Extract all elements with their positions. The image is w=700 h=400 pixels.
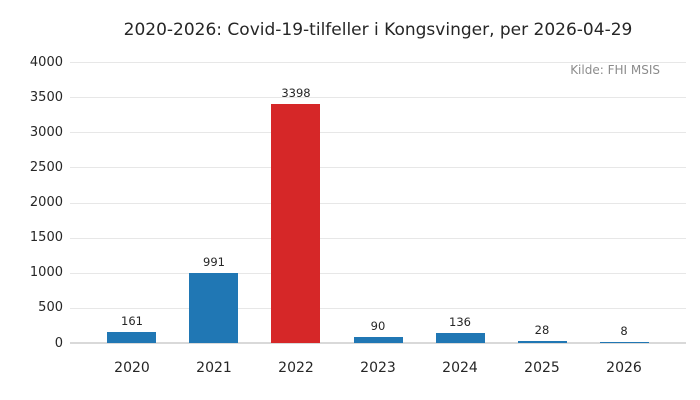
bar-2025 <box>517 341 567 343</box>
x-tick-label: 2022 <box>278 360 314 376</box>
y-tick-label: 2500 <box>29 160 63 175</box>
x-tick-label: 2020 <box>114 360 150 376</box>
bar-value-label: 991 <box>203 255 225 270</box>
gridline <box>70 203 686 204</box>
bar-value-label: 161 <box>121 313 143 328</box>
bar-2022 <box>271 104 321 343</box>
x-tick-label: 2025 <box>524 360 560 376</box>
gridline <box>70 97 686 98</box>
y-tick-label: 3000 <box>29 125 63 140</box>
y-tick-label: 4000 <box>29 55 63 70</box>
bar-2020 <box>107 331 157 343</box>
x-tick-label: 2026 <box>606 360 642 376</box>
bar-value-label: 28 <box>534 323 550 337</box>
y-tick-label: 1500 <box>29 230 63 245</box>
bar-value-label: 136 <box>449 315 471 330</box>
source-label: Kilde: FHI MSIS <box>570 63 660 77</box>
gridline <box>70 273 686 274</box>
gridline <box>70 167 686 168</box>
bar-value-label: 8 <box>620 324 628 339</box>
bar-2021 <box>189 273 239 343</box>
y-tick-label: 3500 <box>29 90 63 105</box>
y-tick-label: 500 <box>38 300 63 315</box>
bar-2023 <box>353 336 403 343</box>
chart-title: 2020-2026: Covid-19-tilfeller i Kongsvin… <box>123 20 633 40</box>
gridline <box>70 62 686 63</box>
y-tick-label: 2000 <box>29 195 63 210</box>
gridline <box>70 308 686 309</box>
bar-2024 <box>435 333 485 343</box>
y-tick-label: 0 <box>54 336 63 351</box>
x-tick-label: 2021 <box>196 360 232 376</box>
bar-value-label: 3398 <box>281 86 311 101</box>
bar-2026 <box>599 342 649 343</box>
x-axis-baseline <box>70 342 686 344</box>
gridline <box>70 132 686 133</box>
gridline <box>70 238 686 239</box>
y-tick-label: 1000 <box>29 265 63 280</box>
x-tick-label: 2024 <box>442 360 478 376</box>
x-tick-label: 2023 <box>360 360 396 376</box>
bar-value-label: 90 <box>370 318 386 333</box>
